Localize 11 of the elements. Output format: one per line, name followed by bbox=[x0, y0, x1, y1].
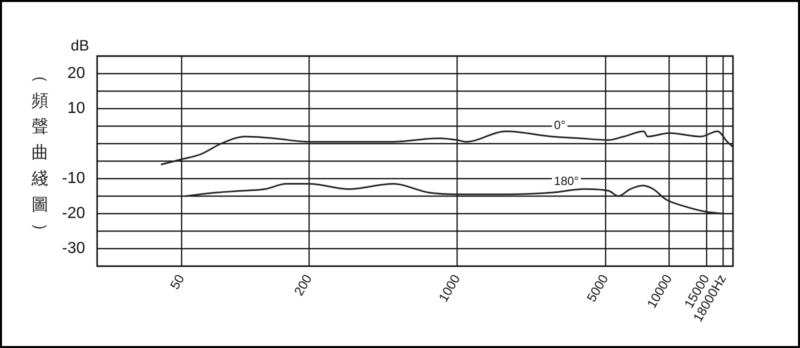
y-axis-title: （頻聲曲綫圖） bbox=[29, 66, 51, 242]
y-tick-label: 10 bbox=[67, 100, 86, 117]
y-tick-label: -10 bbox=[62, 170, 86, 187]
y-tick-label: 20 bbox=[67, 64, 86, 82]
x-tick-label: 200 bbox=[290, 272, 315, 298]
y-tick-label: -20 bbox=[62, 205, 86, 222]
x-tick-label: 50 bbox=[166, 272, 188, 292]
series-label: 180° bbox=[554, 174, 580, 188]
text: dB bbox=[70, 38, 90, 55]
y-tick-label: -30 bbox=[62, 240, 86, 258]
series-label: 0° bbox=[554, 118, 566, 132]
